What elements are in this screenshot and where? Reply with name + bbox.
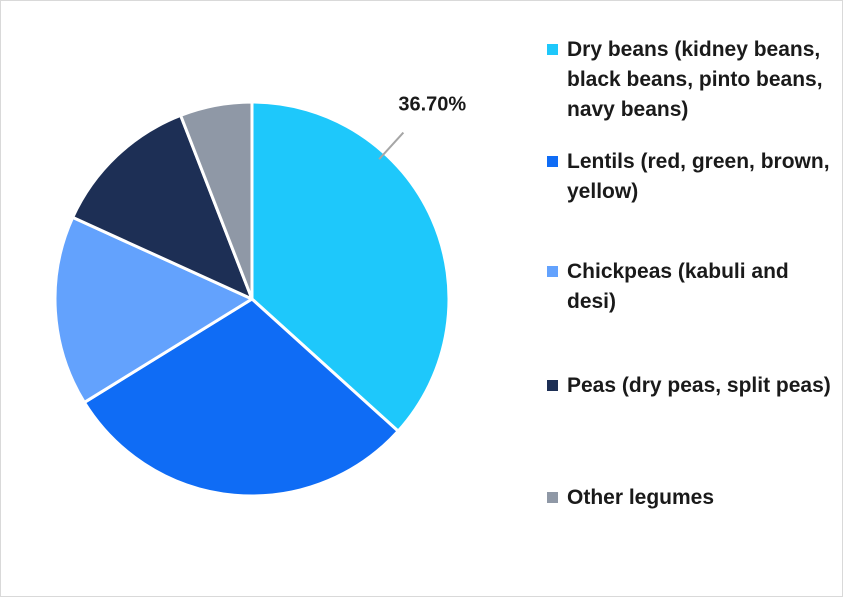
pie-slice-peas [71,113,254,301]
legend-item-chickpeas: Chickpeas (kabuli and desi) [547,257,842,317]
pie-slices [53,100,451,498]
legend-item-lentils: Lentils (red, green, brown, yellow) [547,147,842,207]
pie-slice-lentils [82,297,400,498]
legend-swatch-chickpeas [547,266,558,277]
legend-swatch-other-legumes [547,492,558,503]
legend-label-dry-beans: Dry beans (kidney beans, black beans, pi… [567,38,823,121]
legend-swatch-peas [547,380,558,391]
legend-label-peas: Peas (dry peas, split peas) [567,374,831,397]
pie-data-labels: 36.70% [378,94,466,160]
pie-slice-chickpeas [53,215,254,404]
legend-label-lentils: Lentils (red, green, brown, yellow) [567,150,830,203]
legend-swatch-dry-beans [547,44,558,55]
legend-label-other-legumes: Other legumes [567,486,715,509]
data-label-dry-beans: 36.70% [398,94,466,116]
legend-swatch-lentils [547,156,558,167]
pie-slice-other-legumes [179,100,254,301]
data-label-leader-dry-beans [378,131,405,160]
legend-label-chickpeas: Chickpeas (kabuli and desi) [567,260,789,313]
legend-item-peas: Peas (dry peas, split peas) [547,371,842,401]
legend-item-other-legumes: Other legumes [547,483,842,513]
pie-slice-dry-beans [250,100,451,433]
legend-item-dry-beans: Dry beans (kidney beans, black beans, pi… [547,35,842,125]
